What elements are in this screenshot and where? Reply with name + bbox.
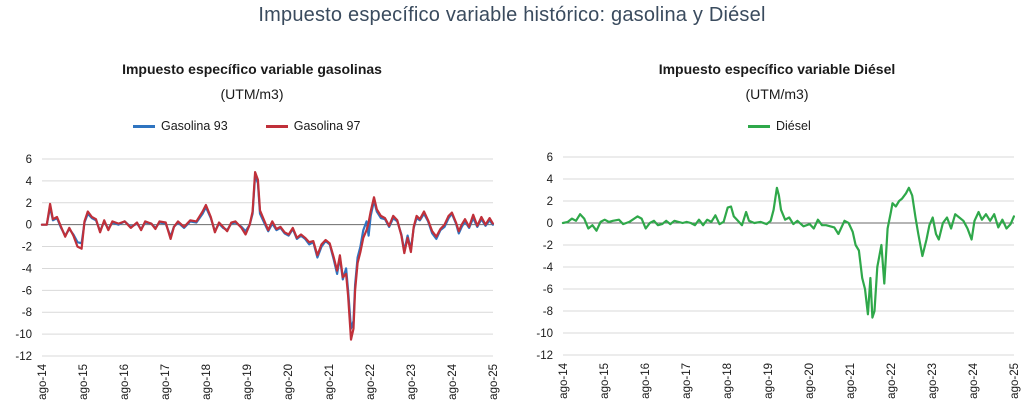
series-line-di-sel bbox=[561, 186, 1015, 319]
x-tick-label: ago-15 bbox=[599, 363, 611, 399]
x-tick-label: ago-24 bbox=[447, 363, 459, 399]
x-tick-label: ago-18 bbox=[722, 363, 734, 399]
x-tick-label: ago-19 bbox=[242, 364, 254, 400]
x-tick-label: ago-22 bbox=[886, 363, 898, 399]
y-tick-label: 6 bbox=[547, 152, 553, 164]
x-tick-label: ago-18 bbox=[201, 364, 213, 400]
x-tick-label: ago-21 bbox=[845, 363, 857, 399]
legend-diesel: Diésel bbox=[748, 119, 811, 133]
y-tick-label: -12 bbox=[15, 351, 32, 363]
x-tick-label: ago-20 bbox=[283, 364, 295, 400]
x-tick-label: ago-14 bbox=[37, 363, 49, 399]
chart-diesel: 6 4 2 0 -2 -4 -6 -8 -10 -12 ago-14 ago-15 ago-16 ago-… bbox=[536, 152, 1021, 399]
y-tick-label: -12 bbox=[536, 350, 553, 362]
y-tick-label: -8 bbox=[22, 307, 32, 319]
chart-title-diesel: Impuesto específico variable Diésel bbox=[658, 61, 896, 77]
legend-item-diesel: Diésel bbox=[748, 119, 811, 133]
y-tick-label: 0 bbox=[547, 218, 553, 230]
y-tick-label: -2 bbox=[543, 240, 553, 252]
legend-label-gasolina-97: Gasolina 97 bbox=[293, 119, 361, 133]
legend-swatch-gasolina-93 bbox=[133, 124, 155, 128]
chart-title-gasolinas: Impuesto específico variable gasolinas bbox=[122, 61, 382, 77]
y-tick-label: -4 bbox=[22, 263, 33, 275]
y-tick-label: 4 bbox=[26, 176, 33, 188]
x-tick-label: ago-23 bbox=[406, 364, 418, 400]
y-tick-label: -4 bbox=[543, 262, 554, 274]
y-tick-label: 6 bbox=[26, 154, 32, 166]
legend-label-diesel: Diésel bbox=[776, 119, 811, 133]
chart-gasolinas: 6 4 2 0 -2 -4 -6 -8 -10 -12 ago-14 ago-15 ago-16 ago-… bbox=[15, 154, 500, 400]
y-tick-label: 2 bbox=[26, 198, 32, 210]
legend-swatch-gasolina-97 bbox=[265, 124, 288, 128]
chart-unit-gasolinas: (UTM/m3) bbox=[220, 86, 284, 102]
y-tick-label: 0 bbox=[26, 220, 32, 232]
x-tick-label: ago-22 bbox=[365, 364, 377, 400]
x-tick-label: ago-17 bbox=[160, 364, 172, 400]
x-tick-label: ago-23 bbox=[927, 363, 939, 399]
x-tick-label: ago-16 bbox=[640, 363, 652, 399]
x-tick-label: ago-14 bbox=[558, 362, 570, 398]
y-tick-label: -6 bbox=[543, 284, 553, 296]
x-tick-label: ago-25 bbox=[1009, 363, 1021, 399]
legend-item-gasolina-93: Gasolina 93 bbox=[133, 119, 228, 133]
y-tick-label: 2 bbox=[547, 196, 553, 208]
series-line-gasolina-93 bbox=[40, 174, 494, 330]
x-tick-label: ago-24 bbox=[968, 362, 980, 398]
x-tick-label: ago-16 bbox=[119, 364, 131, 400]
legend-label-gasolina-93: Gasolina 93 bbox=[161, 119, 228, 133]
x-tick-label: ago-19 bbox=[763, 363, 775, 399]
legend-gasolinas: Gasolina 93 Gasolina 97 bbox=[133, 119, 360, 133]
y-tick-label: -8 bbox=[543, 306, 553, 318]
series-line-gasolina-97 bbox=[40, 171, 494, 341]
x-tick-label: ago-20 bbox=[804, 363, 816, 399]
y-tick-label: 4 bbox=[547, 174, 554, 186]
chart-unit-diesel: (UTM/m3) bbox=[745, 86, 809, 102]
x-tick-label: ago-21 bbox=[324, 364, 336, 400]
x-tick-label: ago-25 bbox=[488, 364, 500, 400]
legend-item-gasolina-97: Gasolina 97 bbox=[265, 119, 361, 133]
y-tick-label: -2 bbox=[22, 242, 32, 254]
y-tick-label: -10 bbox=[15, 329, 32, 341]
page-title: Impuesto específico variable histórico: … bbox=[258, 4, 766, 26]
y-tick-label: -10 bbox=[536, 328, 553, 340]
x-tick-label: ago-15 bbox=[78, 364, 90, 400]
legend-swatch-diesel bbox=[748, 124, 770, 128]
y-tick-label: -6 bbox=[22, 285, 32, 297]
x-tick-label: ago-17 bbox=[681, 363, 693, 399]
